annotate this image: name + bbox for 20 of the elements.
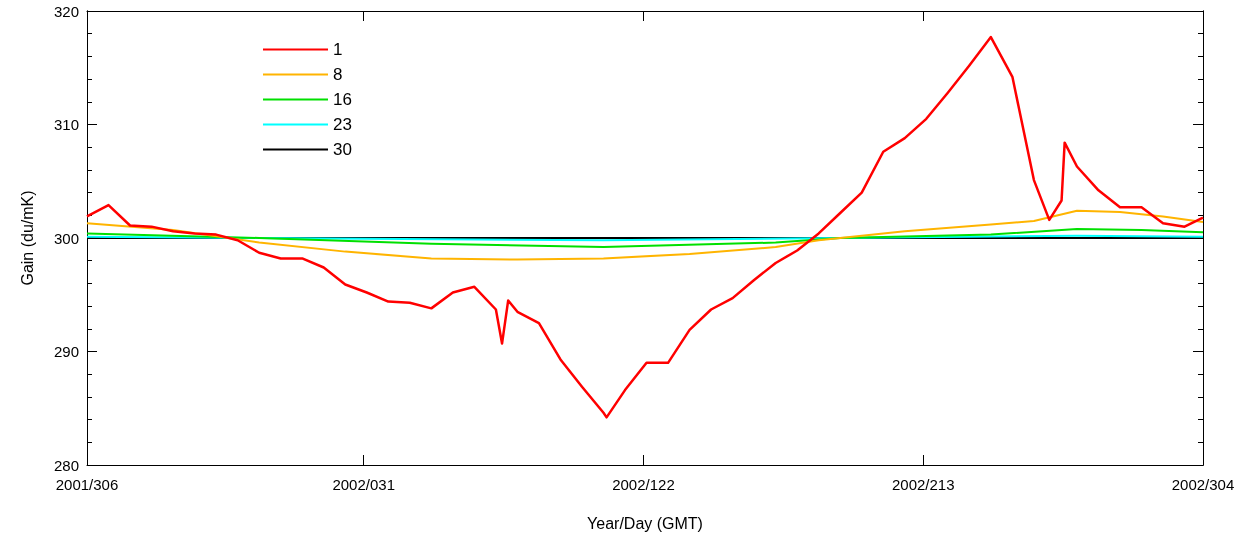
legend-label: 23 — [333, 115, 352, 134]
y-tick-label: 300 — [53, 229, 79, 247]
y-tick-label: 320 — [53, 2, 79, 20]
legend-label: 16 — [333, 90, 352, 109]
x-tick-label: 2002/031 — [332, 476, 395, 493]
y-axis-title: Gain (du/mK) — [18, 190, 36, 286]
y-tick-label: 280 — [53, 456, 79, 474]
x-tick-label: 2002/213 — [891, 476, 955, 493]
x-tick-label: 2002/304 — [1171, 476, 1235, 493]
legend-label: 1 — [333, 40, 343, 59]
y-tick-label: 310 — [53, 116, 79, 133]
x-axis-title: Year/Day (GMT) — [587, 514, 703, 532]
legend-label: 30 — [333, 140, 352, 159]
x-tick-label: 2002/122 — [612, 476, 675, 493]
legend-label: 8 — [333, 65, 343, 84]
x-tick-label: 2001/306 — [55, 476, 119, 493]
line-series — [85, 35, 1205, 419]
y-tick-label: 290 — [53, 343, 79, 360]
line-series — [86, 209, 1204, 261]
line-series — [86, 227, 1204, 249]
